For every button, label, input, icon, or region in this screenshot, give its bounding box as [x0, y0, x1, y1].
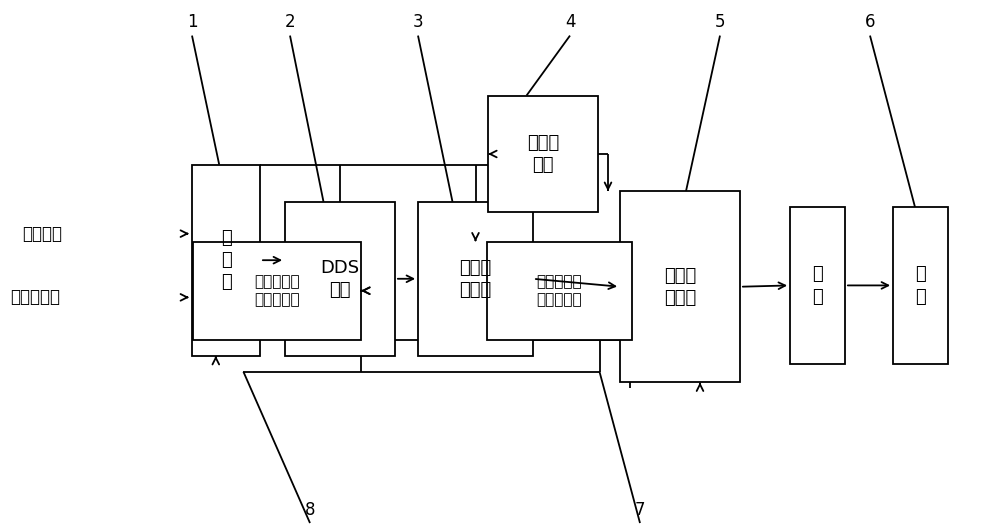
Text: 电刺激
电路: 电刺激 电路: [527, 134, 559, 174]
Text: 电
极: 电 极: [812, 266, 823, 305]
Bar: [487, 242, 632, 340]
Bar: [790, 207, 845, 364]
Text: 矢量阻抗测
量激励电路: 矢量阻抗测 量激励电路: [537, 274, 582, 307]
Bar: [285, 202, 395, 356]
Bar: [418, 202, 533, 356]
Text: 5: 5: [715, 13, 725, 31]
Bar: [620, 191, 740, 382]
Text: 矢量阻抗测
量反馈电路: 矢量阻抗测 量反馈电路: [254, 274, 300, 307]
Text: 1: 1: [187, 13, 197, 31]
Bar: [893, 207, 948, 364]
Text: 3: 3: [413, 13, 423, 31]
Bar: [192, 165, 260, 356]
Bar: [488, 96, 598, 212]
Text: 控
制
器: 控 制 器: [221, 229, 231, 292]
Text: 7: 7: [635, 501, 645, 519]
Text: 信号复
用电路: 信号复 用电路: [459, 259, 492, 299]
Bar: [193, 242, 361, 340]
Text: 4: 4: [565, 13, 575, 31]
Text: 阻抗测量: 阻抗测量: [22, 225, 62, 243]
Text: 经皮电刺激: 经皮电刺激: [10, 288, 60, 306]
Text: DDS
芝片: DDS 芝片: [320, 259, 360, 299]
Text: 电极复
用电路: 电极复 用电路: [664, 267, 696, 307]
Text: 人
体: 人 体: [915, 266, 926, 305]
Text: 2: 2: [285, 13, 295, 31]
Text: 6: 6: [865, 13, 875, 31]
Text: 8: 8: [305, 501, 315, 519]
